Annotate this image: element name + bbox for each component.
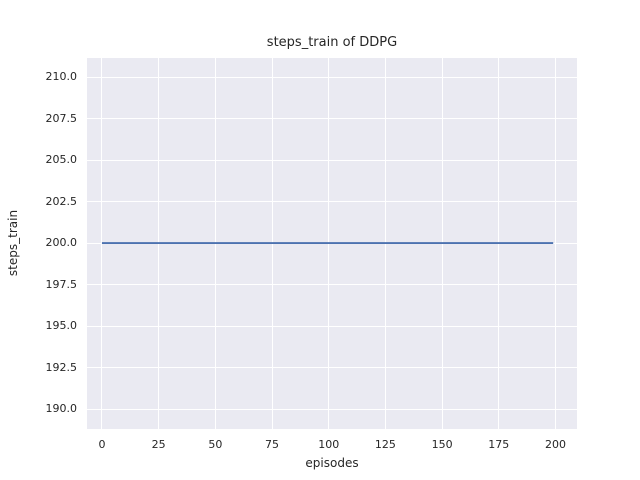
y-tick-labels: 190.0 192.5 195.0 197.5 200.0 202.5 205.0 207.5…: [0, 58, 78, 429]
x-tick-labels: 0 25 50 75 100 125 150 175 200: [87, 437, 577, 453]
series-svg: [87, 58, 577, 429]
gridline-horizontal: [87, 367, 577, 369]
gridline-horizontal: [87, 201, 577, 203]
gridline-horizontal: [87, 76, 577, 78]
gridline-horizontal: [87, 325, 577, 327]
y-tick-label: 192.5: [45, 360, 78, 374]
y-tick-label: 205.0: [45, 153, 78, 167]
y-tick-label: 200.0: [45, 236, 78, 250]
y-tick-label: 207.5: [45, 111, 78, 125]
gridline-horizontal: [87, 118, 577, 120]
gridline-horizontal: [87, 408, 577, 410]
gridline-horizontal: [87, 284, 577, 286]
y-tick-label: 210.0: [45, 70, 78, 84]
x-tick-label: 75: [265, 438, 280, 451]
x-axis-label: episodes: [305, 456, 359, 470]
y-tick-label: 202.5: [45, 194, 78, 208]
gridline-horizontal: [87, 159, 577, 161]
x-tick-label: 200: [544, 438, 566, 451]
x-tick-label: 0: [98, 438, 106, 451]
plot-area: [87, 58, 577, 429]
x-tick-label: 175: [488, 438, 510, 451]
y-tick-label: 190.0: [45, 402, 78, 416]
x-tick-label: 25: [151, 438, 166, 451]
x-tick-label: 100: [318, 438, 340, 451]
y-tick-label: 195.0: [45, 319, 78, 333]
x-tick-label: 50: [208, 438, 223, 451]
x-tick-label: 150: [431, 438, 453, 451]
y-tick-label: 197.5: [45, 277, 78, 291]
y-axis-label: steps_train: [6, 209, 20, 277]
chart-title: steps_train of DDPG: [266, 35, 398, 50]
x-tick-label: 125: [374, 438, 396, 451]
